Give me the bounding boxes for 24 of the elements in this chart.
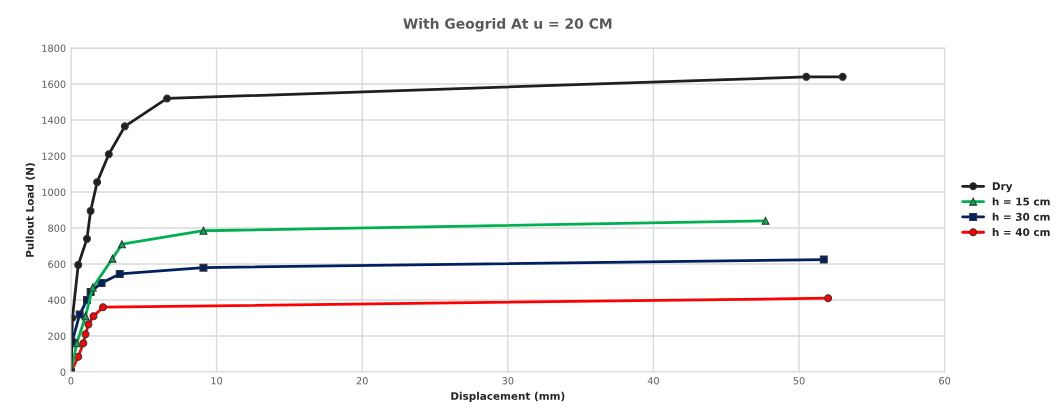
legend-label: h = 40 cm [992, 227, 1050, 237]
legend-label: h = 15 cm [992, 197, 1050, 206]
y-tick-label: 400 [48, 296, 66, 304]
x-tick-label: 60 [939, 377, 951, 385]
x-tick-label: 0 [68, 377, 74, 385]
x-axis-title: Displacement (mm) [451, 391, 565, 402]
y-tick-label: 600 [48, 260, 66, 268]
x-tick-label: 10 [211, 377, 223, 385]
x-tick-label: 30 [502, 377, 514, 385]
y-tick-label: 1000 [42, 188, 66, 196]
x-tick-label: 20 [356, 377, 368, 385]
y-tick-label: 1200 [42, 152, 66, 160]
legend-label: Dry [992, 182, 1013, 193]
x-tick-label: 40 [647, 377, 659, 385]
y-axis-title: Pullout Load (N) [25, 163, 35, 257]
legend-label: h = 30 cm [992, 212, 1050, 221]
y-tick-label: 1400 [42, 116, 66, 124]
y-tick-label: 800 [48, 224, 66, 232]
y-tick-label: 0 [60, 368, 66, 376]
x-tick-label: 50 [793, 377, 805, 385]
chart-title: With Geogrid At u = 20 CM [403, 18, 612, 32]
y-tick-label: 200 [48, 332, 66, 340]
y-tick-label: 1800 [42, 44, 66, 52]
y-tick-label: 1600 [42, 80, 66, 88]
